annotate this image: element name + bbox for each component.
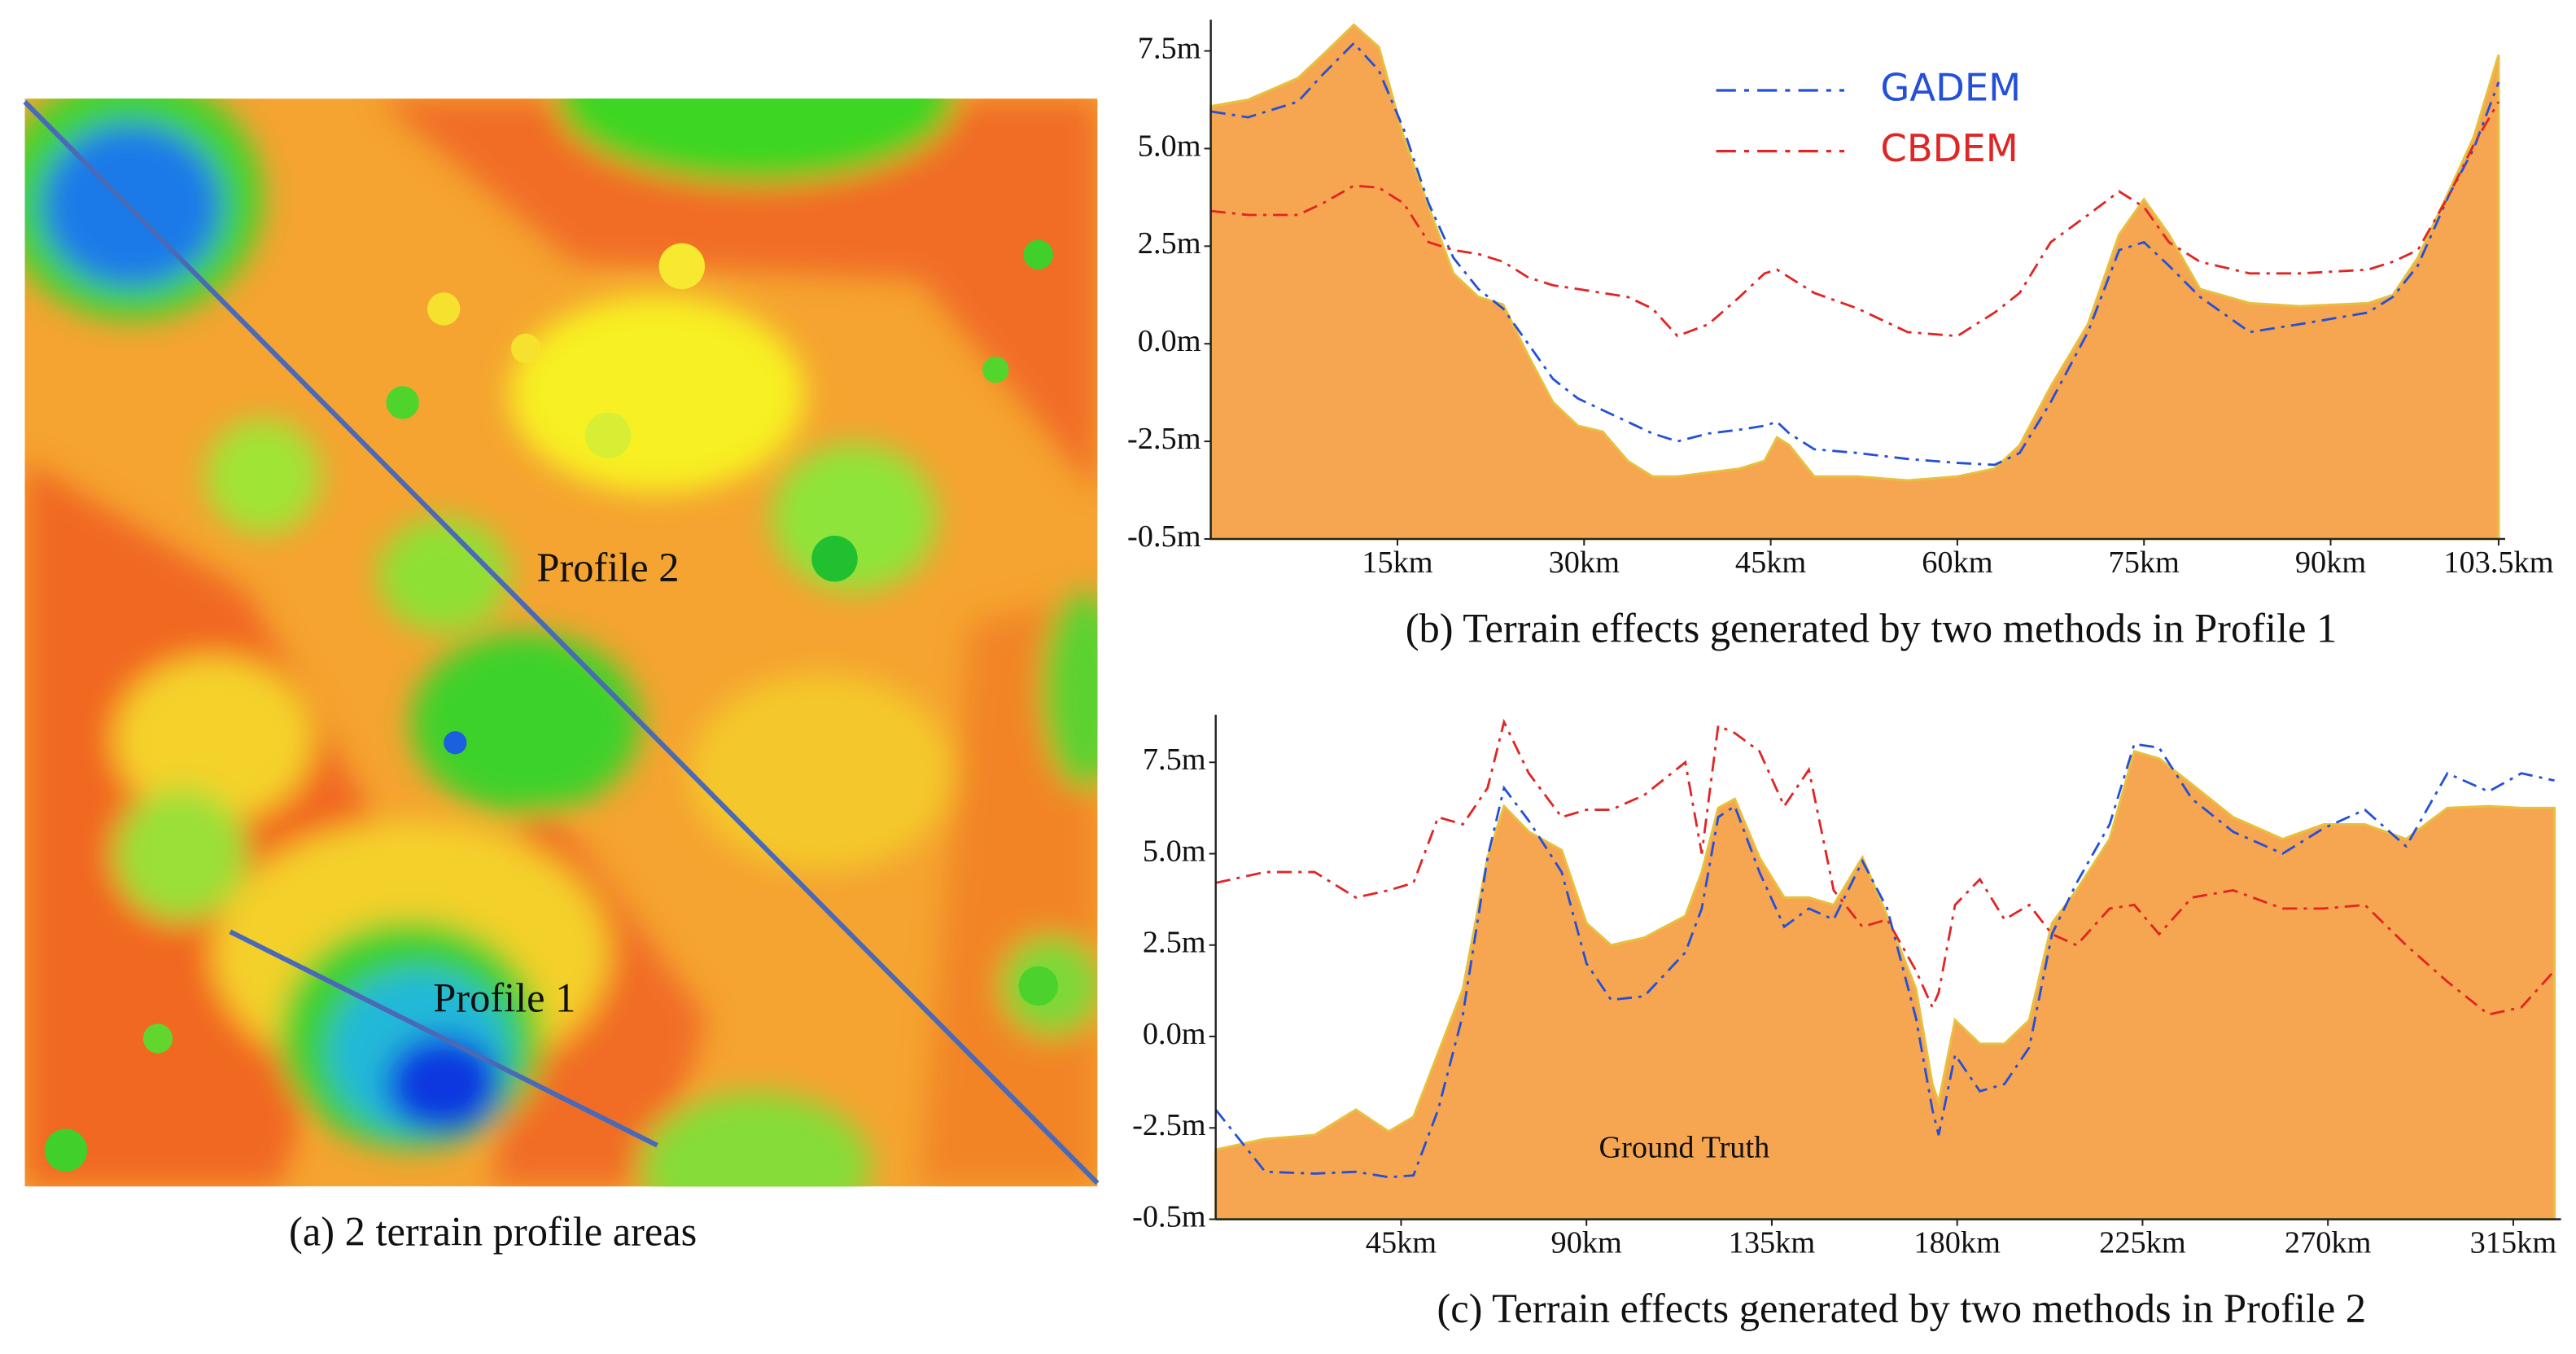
- x-tick-label: 45km: [1366, 1226, 1437, 1260]
- x-tick-label: 180km: [1913, 1226, 2001, 1260]
- y-tick-label: 0.0m: [1143, 1017, 1206, 1051]
- chart-caption: (c) Terrain effects generated by two met…: [1437, 1286, 2366, 1331]
- series-line: [1210, 42, 2500, 467]
- area-label: Ground Truth: [1599, 1131, 1769, 1165]
- x-tick-label: 75km: [2109, 546, 2180, 580]
- x-tick-label: 90km: [2295, 546, 2366, 580]
- x-tick-label: 135km: [1729, 1226, 1816, 1260]
- profile-label: Profile 1: [433, 975, 575, 1021]
- map-caption: (a) 2 terrain profile areas: [289, 1208, 697, 1254]
- x-tick-label: 225km: [2099, 1226, 2186, 1260]
- profile-2-line: [23, 99, 1100, 1185]
- x-tick-label: 30km: [1549, 546, 1620, 580]
- y-tick-label: 7.5m: [1138, 31, 1201, 65]
- x-tick-label: 45km: [1735, 546, 1806, 580]
- ground-truth-area: [1214, 749, 2556, 1221]
- y-tick-label: -2.5m: [1127, 422, 1201, 456]
- y-tick-label: 5.0m: [1143, 834, 1206, 868]
- series-line: [1214, 743, 2555, 1179]
- profile-label: Profile 2: [536, 545, 679, 590]
- y-tick-label: 5.0m: [1138, 129, 1201, 163]
- x-tick-label: 315km: [2470, 1226, 2557, 1260]
- y-tick-label: -0.5m: [1127, 519, 1201, 554]
- legend-label: CBDEM: [1880, 126, 2018, 170]
- chart-caption: (b) Terrain effects generated by two met…: [1406, 606, 2338, 651]
- y-tick-label: 7.5m: [1143, 743, 1206, 777]
- profile-1-line: [229, 929, 658, 1148]
- x-tick-label: 270km: [2285, 1226, 2372, 1260]
- y-tick-label: 0.0m: [1138, 324, 1201, 358]
- x-tick-label: 90km: [1551, 1226, 1622, 1260]
- x-tick-label: 103.5km: [2443, 546, 2553, 580]
- y-tick-label: -2.5m: [1132, 1108, 1206, 1142]
- terrain-map: [24, 99, 1098, 1187]
- y-tick-label: 2.5m: [1143, 926, 1206, 960]
- legend-label: GADEM: [1880, 66, 2021, 110]
- y-tick-label: 2.5m: [1138, 226, 1201, 261]
- x-tick-label: 15km: [1362, 546, 1432, 580]
- ground-truth-area: [1209, 23, 2500, 541]
- series-line: [1210, 101, 2500, 338]
- x-tick-label: 60km: [1922, 546, 1992, 580]
- y-tick-label: -0.5m: [1132, 1199, 1206, 1233]
